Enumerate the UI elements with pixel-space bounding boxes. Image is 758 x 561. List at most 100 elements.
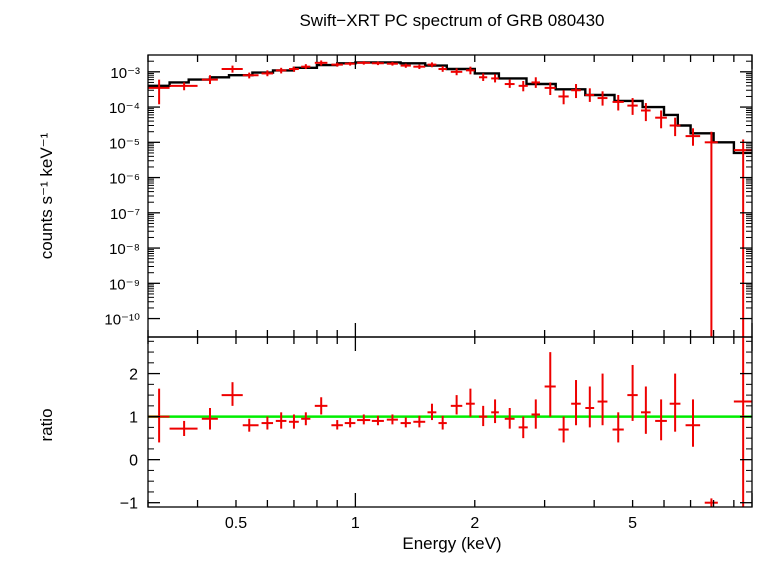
ratio-data-point bbox=[169, 420, 198, 436]
spectrum-data-point bbox=[344, 61, 356, 66]
spectrum-y-tick-label: 10⁻¹⁰ bbox=[104, 312, 140, 329]
spectrum-data-point bbox=[371, 61, 384, 66]
x-tick-label: 5 bbox=[628, 515, 637, 532]
ratio-data-point bbox=[504, 408, 515, 429]
ratio-data-point bbox=[371, 415, 384, 426]
spectrum-data-point bbox=[465, 66, 475, 75]
spectrum-data-point bbox=[221, 65, 243, 73]
spectrum-data-point bbox=[585, 88, 595, 102]
spectrum-data-point bbox=[275, 67, 287, 74]
spectrum-data-point bbox=[261, 70, 274, 77]
ratio-data-point bbox=[400, 417, 411, 428]
ratio-data-point bbox=[627, 364, 638, 421]
ratio-data-point bbox=[288, 414, 299, 429]
spectrum-data-point bbox=[201, 75, 218, 85]
ratio-data-point bbox=[704, 498, 718, 507]
ratio-data-point bbox=[571, 380, 581, 426]
spectrum-data-point bbox=[558, 90, 569, 105]
spectrum-data-point bbox=[669, 117, 681, 137]
spectrum-data-point bbox=[685, 128, 701, 146]
ratio-data-point bbox=[450, 395, 463, 415]
spectrum-data-point bbox=[597, 91, 608, 106]
ratio-panel-frame bbox=[147, 336, 753, 508]
ratio-data-point bbox=[344, 417, 356, 428]
spectrum-data-point bbox=[301, 64, 311, 70]
ratio-panel: 0.5 1 2 5 −1 0 1 2 ratio Energy (keV) bbox=[37, 336, 753, 553]
spectrum-panel: 10⁻³ 10⁻⁴ 10⁻⁵ 10⁻⁶ 10⁻⁷ 10⁻⁸ 10⁻⁹ 10⁻¹⁰ counts… bbox=[37, 54, 753, 338]
spectrum-y-axis-label: counts s⁻¹ keV⁻¹ bbox=[37, 132, 56, 259]
spectrum-data-point bbox=[148, 79, 170, 105]
spectrum-y-tick-label: 10⁻⁵ bbox=[109, 135, 140, 152]
ratio-data-point bbox=[531, 399, 540, 429]
spectrum-data-point bbox=[169, 82, 198, 91]
spectrum-data-point bbox=[450, 68, 463, 76]
ratio-data-point bbox=[465, 388, 475, 417]
ratio-y-tick-label: 0 bbox=[129, 453, 138, 470]
spectrum-data-point bbox=[612, 94, 624, 111]
spectrum-y-tick-label: 10⁻⁷ bbox=[110, 206, 140, 223]
ratio-data-point bbox=[438, 415, 447, 430]
spectrum-data-point bbox=[627, 98, 638, 115]
spectrum-data-point bbox=[733, 139, 752, 337]
spectrum-data-point bbox=[386, 61, 398, 66]
ratio-data-point bbox=[612, 412, 624, 443]
spectrum-data-point bbox=[400, 63, 411, 68]
spectrum-data-point bbox=[531, 77, 540, 88]
ratio-data-point bbox=[301, 412, 311, 426]
spectrum-data-point bbox=[314, 60, 328, 66]
spectrum-data-points bbox=[148, 60, 752, 337]
ratio-data-point bbox=[685, 399, 701, 447]
ratio-data-point bbox=[275, 412, 287, 429]
spectrum-data-point bbox=[544, 82, 556, 95]
spectrum-panel-frame bbox=[147, 54, 753, 338]
spectrum-data-point bbox=[331, 62, 343, 67]
ratio-data-point bbox=[386, 414, 398, 425]
ratio-data-point bbox=[491, 399, 499, 424]
spectrum-data-point bbox=[413, 64, 426, 70]
spectrum-y-tick-label: 10⁻⁶ bbox=[109, 171, 140, 188]
ratio-data-point bbox=[201, 408, 218, 430]
spectrum-data-point bbox=[518, 80, 528, 92]
spectrum-data-point bbox=[491, 74, 499, 83]
ratio-y-axis-label: ratio bbox=[37, 408, 56, 441]
ratio-data-point bbox=[733, 337, 752, 507]
spectrum-y-tick-label: 10⁻⁴ bbox=[109, 100, 140, 117]
spectrum-data-point bbox=[571, 84, 581, 99]
ratio-data-point bbox=[479, 405, 488, 427]
spectrum-y-tick-label: 10⁻⁸ bbox=[109, 241, 140, 258]
ratio-y-tick-label: −1 bbox=[120, 496, 138, 513]
x-axis-label: Energy (keV) bbox=[402, 534, 501, 553]
spectrum-data-point bbox=[427, 62, 437, 68]
chart-title: Swift−XRT PC spectrum of GRB 080430 bbox=[299, 11, 604, 30]
ratio-data-point bbox=[655, 399, 667, 441]
ratio-y-tick-label: 1 bbox=[129, 410, 138, 427]
ratio-data-point bbox=[261, 416, 274, 430]
x-tick-label: 1 bbox=[351, 515, 360, 532]
ratio-data-point bbox=[357, 414, 371, 425]
spectrum-data-point bbox=[242, 72, 259, 79]
model-step-line bbox=[148, 61, 752, 155]
spectrum-data-point bbox=[288, 66, 299, 72]
spectrum-y-tick-label: 10⁻⁹ bbox=[109, 276, 140, 293]
ratio-axis-ticks: 0.5 1 2 5 −1 0 1 2 bbox=[120, 337, 753, 532]
ratio-data-point bbox=[242, 418, 259, 432]
ratio-data-point bbox=[427, 403, 437, 421]
spectrum-axis-ticks: 10⁻³ 10⁻⁴ 10⁻⁵ 10⁻⁶ 10⁻⁷ 10⁻⁸ 10⁻⁹ 10⁻¹⁰ bbox=[104, 54, 753, 337]
spectrum-data-point bbox=[704, 131, 718, 337]
ratio-data-point bbox=[669, 373, 681, 432]
ratio-data-point bbox=[413, 415, 426, 428]
spectrum-data-point bbox=[655, 110, 667, 129]
spectrum-data-point bbox=[357, 61, 371, 65]
ratio-data-point bbox=[314, 397, 328, 415]
ratio-data-point bbox=[221, 382, 243, 406]
x-tick-label: 2 bbox=[470, 515, 479, 532]
ratio-y-tick-label: 2 bbox=[129, 367, 138, 384]
ratio-data-point bbox=[544, 352, 556, 417]
x-tick-label: 0.5 bbox=[225, 515, 247, 532]
ratio-data-point bbox=[518, 416, 528, 439]
ratio-data-point bbox=[585, 386, 595, 428]
ratio-data-point bbox=[641, 386, 651, 434]
ratio-data-point bbox=[331, 420, 343, 430]
